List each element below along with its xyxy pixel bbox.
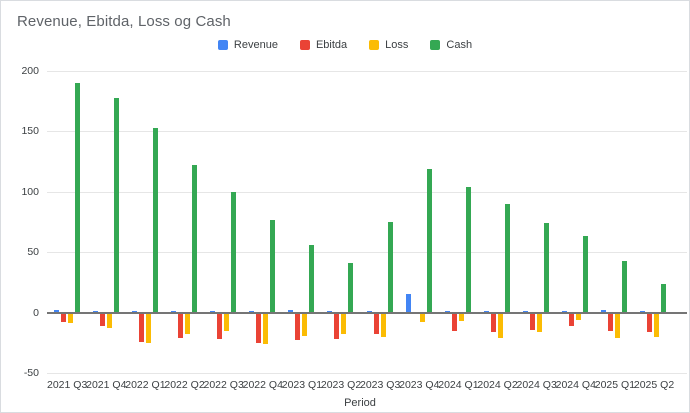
bar-revenue-2021-q3[interactable]	[53, 310, 59, 313]
bar-loss-2025-q2[interactable]	[654, 312, 660, 337]
gridline-100	[47, 191, 687, 193]
bar-cash-2024-q3[interactable]	[544, 223, 550, 313]
legend-item-loss[interactable]: Loss	[369, 39, 408, 51]
bar-cash-2023-q1[interactable]	[309, 244, 315, 313]
bar-cash-2023-q2[interactable]	[348, 263, 354, 313]
bar-revenue-2025-q1[interactable]	[601, 310, 607, 313]
bar-loss-2025-q1[interactable]	[615, 312, 621, 338]
bar-cash-2024-q1[interactable]	[465, 186, 471, 313]
gridline-50	[47, 252, 687, 254]
x-label-2023-q3: 2023 Q3	[360, 379, 401, 391]
x-label-2021-q4: 2021 Q4	[86, 379, 127, 391]
legend-label-ebitda: Ebitda	[315, 39, 348, 51]
bar-loss-2022-q3[interactable]	[224, 312, 230, 331]
x-label-2024-q1: 2024 Q1	[438, 379, 479, 391]
bar-loss-2024-q1[interactable]	[458, 312, 464, 322]
bar-loss-2022-q2[interactable]	[184, 312, 190, 335]
bar-cash-2025-q2[interactable]	[661, 283, 667, 313]
x-label-2025-q2: 2025 Q2	[633, 379, 675, 391]
bar-loss-2024-q3[interactable]	[537, 312, 543, 332]
bar-cash-2025-q1[interactable]	[622, 260, 628, 313]
bar-revenue-2023-q1[interactable]	[288, 310, 294, 313]
bar-cash-2023-q3[interactable]	[387, 222, 393, 313]
bar-loss-2022-q1[interactable]	[145, 312, 151, 343]
legend-swatch-ebitda	[299, 40, 310, 50]
bar-loss-2021-q4[interactable]	[106, 312, 112, 329]
bar-ebitda-2021-q3[interactable]	[60, 312, 66, 323]
bar-loss-2023-q3[interactable]	[380, 312, 386, 337]
bar-ebitda-2022-q3[interactable]	[217, 312, 223, 340]
legend-item-revenue[interactable]: Revenue	[217, 39, 278, 51]
bar-ebitda-2024-q1[interactable]	[451, 312, 457, 331]
bar-loss-2024-q2[interactable]	[497, 312, 503, 338]
legend-swatch-cash	[430, 40, 441, 50]
bar-cash-2022-q3[interactable]	[231, 191, 237, 313]
x-label-2021-q3: 2021 Q3	[47, 379, 88, 391]
x-label-2024-q3: 2024 Q3	[516, 379, 557, 391]
bar-ebitda-2022-q1[interactable]	[138, 312, 144, 342]
gridline-150	[47, 131, 687, 133]
x-label-2023-q4: 2023 Q4	[399, 379, 440, 391]
x-label-2022-q1: 2022 Q1	[125, 379, 166, 391]
x-label-2022-q3: 2022 Q3	[203, 379, 244, 391]
x-label-2023-q2: 2023 Q2	[320, 379, 362, 391]
bar-ebitda-2025-q2[interactable]	[647, 312, 653, 332]
bar-ebitda-2023-q3[interactable]	[373, 312, 379, 335]
y-tick-label--50: -50	[23, 367, 39, 379]
bar-ebitda-2023-q2[interactable]	[334, 312, 340, 340]
bar-loss-2023-q1[interactable]	[302, 312, 308, 336]
legend-label-loss: Loss	[385, 39, 409, 51]
bar-ebitda-2022-q2[interactable]	[177, 312, 183, 338]
x-label-2022-q2: 2022 Q2	[164, 379, 205, 391]
gridline-200	[47, 71, 687, 72]
bar-cash-2022-q2[interactable]	[191, 165, 197, 313]
bar-loss-2023-q4[interactable]	[419, 312, 425, 323]
legend-label-revenue: Revenue	[233, 39, 278, 51]
y-tick-label-150: 150	[21, 125, 39, 138]
bar-cash-2021-q4[interactable]	[113, 97, 119, 313]
bars-layer	[47, 71, 673, 373]
gridline--50	[47, 373, 687, 374]
bar-cash-2023-q4[interactable]	[426, 168, 432, 313]
x-axis-title: Period	[344, 397, 376, 409]
legend-item-cash[interactable]: Cash	[430, 39, 472, 51]
legend-item-ebitda[interactable]: Ebitda	[299, 39, 348, 51]
bar-cash-2022-q1[interactable]	[152, 127, 158, 313]
x-label-2024-q4: 2024 Q4	[555, 379, 596, 391]
x-label-2024-q2: 2024 Q2	[477, 379, 518, 391]
bar-ebitda-2024-q3[interactable]	[530, 312, 536, 330]
x-label-2022-q4: 2022 Q4	[242, 379, 283, 391]
bar-revenue-2023-q4[interactable]	[405, 294, 411, 313]
y-tick-label-0: 0	[33, 306, 39, 319]
bar-loss-2022-q4[interactable]	[263, 312, 269, 344]
plot-area	[47, 71, 687, 374]
bar-cash-2022-q4[interactable]	[270, 219, 276, 313]
legend-swatch-loss	[369, 40, 380, 50]
bar-ebitda-2025-q1[interactable]	[608, 312, 614, 331]
bar-ebitda-2023-q1[interactable]	[295, 312, 301, 341]
bar-ebitda-2024-q2[interactable]	[490, 312, 496, 332]
bar-cash-2024-q4[interactable]	[583, 236, 589, 313]
bar-ebitda-2024-q4[interactable]	[569, 312, 575, 326]
y-tick-label-200: 200	[21, 65, 39, 77]
chart-legend: Revenue Ebitda Loss Cash	[1, 39, 689, 51]
bar-loss-2021-q3[interactable]	[67, 312, 73, 324]
bar-cash-2024-q2[interactable]	[504, 203, 510, 313]
legend-swatch-revenue	[217, 40, 228, 50]
y-tick-label-100: 100	[21, 185, 39, 198]
y-tick-label-50: 50	[27, 246, 39, 259]
legend-label-cash: Cash	[446, 39, 473, 51]
zero-axis-line	[47, 311, 687, 314]
x-label-2025-q1: 2025 Q1	[594, 379, 636, 391]
chart-title: Revenue, Ebitda, Loss og Cash	[17, 13, 231, 30]
bar-ebitda-2022-q4[interactable]	[256, 312, 262, 343]
x-axis-labels: 2021 Q3 2021 Q4 2022 Q1 2022 Q2 2022 Q3 2022 …	[47, 379, 675, 391]
bar-loss-2023-q2[interactable]	[341, 312, 347, 335]
bar-loss-2024-q4[interactable]	[576, 312, 582, 320]
bar-ebitda-2021-q4[interactable]	[99, 312, 105, 326]
x-label-2023-q1: 2023 Q1	[281, 379, 323, 391]
bar-cash-2021-q3[interactable]	[74, 83, 80, 313]
